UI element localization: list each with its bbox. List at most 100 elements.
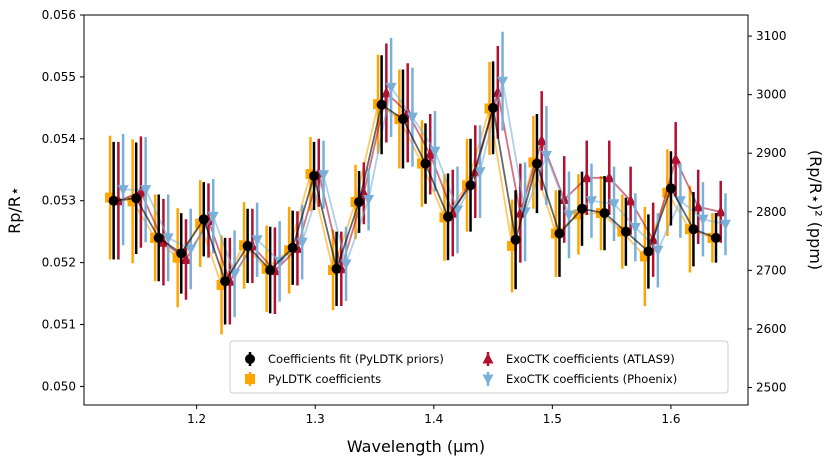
y-tick-label: 0.055	[42, 70, 76, 84]
data-point-square	[216, 279, 227, 290]
data-point-triangle-down	[140, 185, 152, 196]
data-point-triangle-down	[629, 222, 641, 234]
data-point-triangle-down	[318, 170, 330, 181]
series-layer	[105, 31, 731, 335]
data-point-triangle-down	[117, 185, 129, 196]
y2-tick-label: 3000	[756, 88, 787, 102]
data-point-triangle-down	[563, 210, 575, 221]
x-axis-title: Wavelength (μm)	[347, 437, 485, 456]
data-point-circle	[420, 158, 431, 169]
legend-label-square: PyLDTK coefficients	[268, 372, 381, 386]
data-point-circle	[554, 228, 565, 239]
x-tick-label: 1.6	[661, 412, 680, 426]
data-point-triangle-down	[608, 199, 620, 210]
data-point-circle	[443, 211, 454, 222]
data-point-triangle-up	[492, 86, 504, 97]
data-point-triangle-down	[474, 167, 486, 178]
legend-marker-circle	[245, 354, 255, 364]
data-point-circle	[510, 234, 521, 245]
data-point-square	[573, 209, 584, 220]
data-point-circle	[376, 99, 387, 110]
data-point-triangle-down	[274, 256, 286, 268]
x-axis-ticks: 1.2 1.3 1.4 1.5 1.6	[187, 405, 680, 426]
y-axis-right-ticks: 2500 2600 2700 2800 2900 3000 3100	[748, 29, 787, 394]
data-point-triangle-down	[296, 237, 308, 249]
y-tick-label: 0.053	[42, 194, 76, 208]
series-line-triangle-up	[118, 91, 721, 284]
data-point-triangle-down	[585, 196, 597, 207]
data-point-triangle-up	[536, 134, 548, 146]
series-line-square	[109, 102, 713, 288]
data-point-circle	[620, 226, 631, 237]
data-point-circle	[465, 180, 476, 191]
data-point-triangle-up	[603, 171, 615, 183]
y-tick-label: 0.054	[42, 132, 76, 146]
data-point-circle	[688, 224, 699, 235]
data-point-circle	[108, 195, 119, 206]
plot-frame	[83, 14, 749, 406]
legend-item-triangle-down: ExoCTK coefficients (Phoenix)	[482, 372, 677, 386]
y2-tick-label: 2500	[756, 380, 787, 394]
data-point-triangle-up	[581, 171, 593, 183]
y2-tick-label: 2600	[756, 322, 787, 336]
data-point-triangle-down	[207, 211, 219, 223]
data-point-circle	[198, 214, 209, 225]
data-point-triangle-up	[715, 205, 727, 217]
data-point-triangle-down	[406, 112, 418, 124]
data-point-circle	[577, 203, 587, 214]
data-point-circle	[665, 183, 676, 194]
legend-label-circle: Coefficients fit (PyLDTK priors)	[268, 352, 444, 366]
data-point-circle	[309, 170, 320, 181]
x-tick-label: 1.5	[543, 412, 562, 426]
y-axis-left-title: Rp/R⋆	[5, 186, 24, 234]
data-point-circle	[287, 242, 298, 253]
x-tick-label: 1.4	[424, 412, 443, 426]
series-line-circle	[113, 103, 717, 284]
data-point-circle	[265, 265, 276, 276]
data-point-square	[639, 251, 650, 262]
data-point-triangle-up	[180, 253, 192, 265]
data-point-square	[662, 187, 673, 198]
data-point-triangle-down	[340, 259, 352, 270]
y-axis-left-ticks: 0.050 0.051 0.052 0.053 0.054 0.055 0.056	[42, 8, 84, 393]
data-point-triangle-down	[162, 233, 174, 244]
data-point-circle	[643, 246, 654, 257]
data-point-circle	[354, 196, 365, 207]
data-point-square	[507, 240, 518, 251]
data-point-triangle-down	[719, 219, 731, 231]
data-point-triangle-up	[424, 148, 436, 159]
data-point-triangle-down	[251, 235, 263, 246]
legend-frame	[229, 340, 729, 394]
data-point-triangle-down	[363, 194, 375, 206]
data-point-triangle-down	[697, 214, 709, 226]
series-triangle-down	[117, 31, 731, 318]
legend-label-triangle-up: ExoCTK coefficients (ATLAS9)	[506, 352, 675, 366]
data-point-circle	[242, 240, 253, 251]
y-axis-right-title: (Rp/R⋆)² (ppm)	[806, 150, 825, 270]
legend: Coefficients fit (PyLDTK priors) PyLDTK c…	[229, 340, 729, 394]
data-point-triangle-up	[625, 194, 637, 206]
legend-marker-triangle-down	[482, 374, 494, 385]
x-tick-label: 1.2	[187, 412, 206, 426]
data-point-square	[172, 252, 183, 263]
legend-marker-triangle-up	[482, 353, 494, 364]
data-point-circle	[176, 248, 187, 259]
legend-label-triangle-down: ExoCTK coefficients (Phoenix)	[506, 372, 677, 386]
data-point-triangle-down	[429, 146, 441, 158]
y2-tick-label: 2800	[756, 205, 787, 219]
legend-item-square: PyLDTK coefficients	[245, 372, 381, 386]
y-tick-label: 0.051	[42, 318, 76, 332]
data-point-triangle-down	[652, 245, 664, 257]
data-point-circle	[220, 276, 231, 287]
data-point-circle	[397, 114, 408, 124]
y-tick-label: 0.052	[42, 256, 76, 270]
data-point-triangle-down	[185, 244, 197, 255]
legend-marker-square	[245, 374, 255, 384]
y2-tick-label: 2700	[756, 263, 787, 277]
data-point-triangle-up	[558, 193, 570, 204]
y2-tick-label: 2900	[756, 146, 787, 160]
legend-item-triangle-up: ExoCTK coefficients (ATLAS9)	[482, 352, 675, 366]
data-point-circle	[131, 193, 142, 204]
y-tick-label: 0.056	[42, 8, 76, 22]
